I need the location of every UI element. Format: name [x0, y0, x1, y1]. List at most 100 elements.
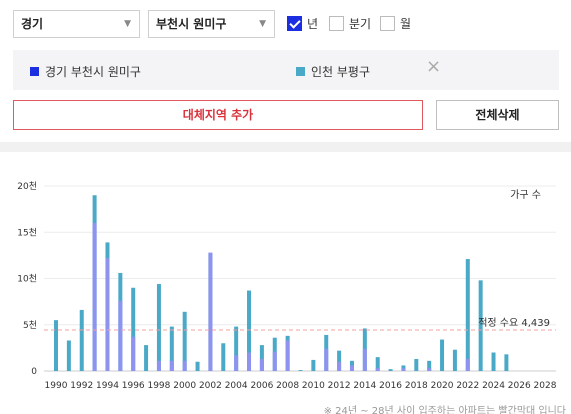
bar-incheon-bupyeong: [491, 352, 496, 371]
bar-incheon-bupyeong: [66, 340, 71, 371]
x-tick-label: 2006: [250, 381, 273, 391]
bars: [54, 195, 509, 371]
x-tick-label: 2028: [534, 381, 557, 391]
bar-incheon-bupyeong: [440, 339, 445, 371]
region-color-swatch: [296, 67, 305, 76]
x-tick-label: 1990: [45, 381, 68, 391]
filter-panel: 경기 ▼ 부천시 원미구 ▼ 년 분기 월 경기 부천시 원미구 인천 부평구 …: [0, 0, 571, 142]
x-tick-label: 2010: [302, 381, 325, 391]
y-tick-label: 0: [31, 367, 37, 377]
x-tick-label: 2026: [508, 381, 531, 391]
period-month-checkbox[interactable]: [380, 16, 395, 31]
region-color-swatch: [30, 67, 39, 76]
bar-incheon-bupyeong: [156, 284, 161, 371]
reference-line-label: 적정 수요 4,439: [478, 317, 550, 329]
bar-incheon-bupyeong: [465, 259, 470, 371]
bar-bucheon-wonmi: [362, 348, 367, 371]
x-tick-label: 1992: [70, 381, 93, 391]
period-quarter-checkbox[interactable]: [329, 16, 344, 31]
bar-incheon-bupyeong: [478, 280, 483, 371]
bar-incheon-bupyeong: [414, 358, 419, 371]
y-tick-label: 20천: [17, 181, 37, 192]
x-tick-label: 2022: [456, 381, 479, 391]
x-tick-label: 2000: [173, 381, 196, 391]
bar-incheon-bupyeong: [79, 309, 84, 371]
x-tick-label: 1996: [122, 381, 145, 391]
bar-incheon-bupyeong: [182, 311, 187, 371]
bar-incheon-bupyeong: [337, 350, 342, 371]
y-tick-label: 15천: [17, 227, 37, 238]
x-tick-label: 1994: [96, 381, 119, 391]
unit-label: 가구 수: [510, 189, 541, 201]
period-month-label: 월: [400, 17, 412, 31]
delete-all-button[interactable]: 전체삭제: [436, 100, 559, 130]
bar-bucheon-wonmi: [349, 365, 354, 371]
bar-bucheon-wonmi: [427, 368, 432, 371]
x-tick-label: 2012: [328, 381, 351, 391]
bar-incheon-bupyeong: [247, 290, 252, 371]
bar-bucheon-wonmi: [285, 340, 290, 371]
bar-incheon-bupyeong: [298, 370, 303, 371]
bar-bucheon-wonmi: [156, 360, 161, 371]
chevron-down-icon: ▼: [259, 19, 266, 29]
bar-incheon-bupyeong: [452, 349, 457, 371]
bar-incheon-bupyeong: [504, 354, 509, 371]
add-region-button[interactable]: 대체지역 추가: [13, 100, 423, 130]
bar-incheon-bupyeong: [195, 361, 200, 371]
bar-incheon-bupyeong: [144, 345, 149, 371]
province-select[interactable]: 경기 ▼: [13, 10, 140, 38]
period-quarter-label: 분기: [349, 17, 372, 31]
chevron-down-icon: ▼: [124, 19, 131, 29]
bar-bucheon-wonmi: [118, 300, 123, 371]
x-tick-label: 2020: [431, 381, 454, 391]
region-name: 인천 부평구: [311, 65, 371, 79]
x-tick-label: 2014: [353, 381, 376, 391]
bar-bucheon-wonmi: [401, 368, 406, 371]
bar-incheon-bupyeong: [259, 345, 264, 371]
city-select[interactable]: 부천시 원미구 ▼: [148, 10, 275, 38]
region-item: 인천 부평구: [296, 63, 370, 80]
footnote: ※ 24년 ~ 28년 사이 입주하는 아파트는 빨간막대 입니다: [324, 404, 566, 414]
bar-incheon-bupyeong: [221, 343, 226, 371]
bar-bucheon-wonmi: [337, 361, 342, 371]
y-axis: 0 5천 10천 15천 20천: [17, 181, 37, 377]
x-tick-label: 2016: [379, 381, 402, 391]
x-tick-label: 2004: [225, 381, 248, 391]
x-tick-label: 2024: [482, 381, 505, 391]
grid-lines: [44, 185, 556, 372]
bar-bucheon-wonmi: [465, 358, 470, 371]
bar-bucheon-wonmi: [105, 258, 110, 371]
period-year-label: 년: [307, 17, 319, 31]
bar-bucheon-wonmi: [131, 336, 136, 371]
y-tick-label: 5천: [23, 320, 37, 331]
x-tick-label: 2008: [276, 381, 299, 391]
bar-bucheon-wonmi: [247, 352, 252, 371]
region-item: 경기 부천시 원미구: [30, 63, 141, 80]
close-icon[interactable]: ×: [426, 56, 442, 77]
bar-incheon-bupyeong: [131, 287, 136, 371]
x-tick-label: 2018: [405, 381, 428, 391]
bar-incheon-bupyeong: [169, 326, 174, 371]
province-select-value: 경기: [21, 17, 44, 31]
bar-bucheon-wonmi: [272, 351, 277, 371]
section-divider: [0, 142, 571, 152]
bar-bucheon-wonmi: [375, 368, 380, 371]
bar-incheon-bupyeong: [311, 359, 316, 371]
bar-bucheon-wonmi: [208, 252, 213, 371]
selected-regions: 경기 부천시 원미구 인천 부평구 ×: [13, 50, 559, 90]
bar-bucheon-wonmi: [182, 360, 187, 371]
bar-incheon-bupyeong: [54, 320, 58, 371]
bar-bucheon-wonmi: [234, 355, 239, 371]
bar-incheon-bupyeong: [375, 357, 380, 371]
bar-bucheon-wonmi: [259, 358, 264, 371]
y-tick-label: 10천: [17, 274, 37, 285]
region-name: 경기 부천시 원미구: [45, 65, 141, 79]
bar-bucheon-wonmi: [92, 223, 97, 371]
period-year-checkbox[interactable]: [287, 16, 302, 31]
x-tick-label: 1998: [147, 381, 170, 391]
bar-bucheon-wonmi: [324, 348, 329, 371]
bar-incheon-bupyeong: [234, 326, 239, 371]
bar-incheon-bupyeong: [388, 369, 393, 371]
x-axis: 1990 1992 1994 1996 1998 2000 2002 2004 2006 2008…: [45, 381, 557, 391]
